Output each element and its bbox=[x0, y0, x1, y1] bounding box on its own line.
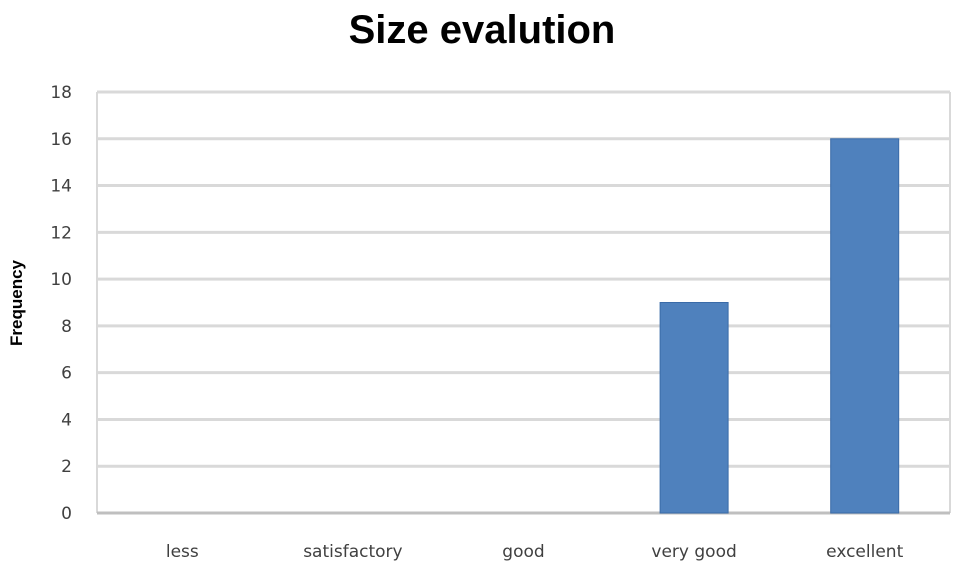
y-tick-label: 12 bbox=[50, 223, 72, 243]
x-tick-label: good bbox=[502, 542, 544, 562]
y-axis-title: Frequency bbox=[7, 259, 26, 346]
y-tick-label: 0 bbox=[61, 504, 72, 524]
y-tick-label: 10 bbox=[50, 270, 72, 290]
y-tick-label: 18 bbox=[50, 83, 72, 103]
bar-excellent bbox=[830, 138, 900, 514]
bar-very-good bbox=[659, 302, 729, 514]
x-tick-label: very good bbox=[651, 542, 736, 562]
x-tick-label: satisfactory bbox=[303, 542, 402, 562]
bar-layer bbox=[659, 138, 900, 514]
y-tick-label: 16 bbox=[50, 130, 72, 150]
grid-layer bbox=[96, 90, 951, 515]
y-tick-label: 4 bbox=[61, 410, 72, 430]
tick-layer: 0 2 4 6 8 10 12 14 16 18 less satisfactory good very … bbox=[50, 83, 903, 562]
y-tick-label: 2 bbox=[61, 457, 72, 477]
x-tick-label: excellent bbox=[826, 542, 903, 562]
y-tick-label: 8 bbox=[61, 317, 72, 337]
y-tick-label: 6 bbox=[61, 364, 72, 384]
x-tick-label: less bbox=[166, 542, 199, 562]
chart-title: Size evalution bbox=[348, 8, 616, 52]
y-tick-label: 14 bbox=[50, 177, 72, 197]
